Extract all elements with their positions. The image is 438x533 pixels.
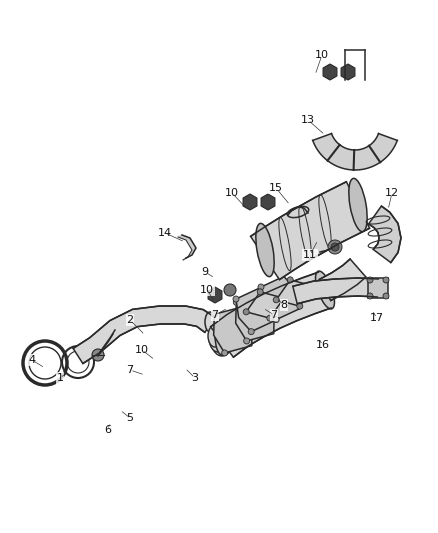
Polygon shape xyxy=(243,194,257,210)
Circle shape xyxy=(260,310,270,320)
Circle shape xyxy=(243,309,249,315)
Circle shape xyxy=(257,289,263,295)
Polygon shape xyxy=(261,194,275,210)
Circle shape xyxy=(267,315,273,321)
Text: 10: 10 xyxy=(135,345,149,355)
Text: 5: 5 xyxy=(127,413,134,423)
Polygon shape xyxy=(178,235,196,260)
Text: 10: 10 xyxy=(200,285,214,295)
Ellipse shape xyxy=(349,179,367,232)
Circle shape xyxy=(245,318,255,328)
Polygon shape xyxy=(73,306,215,364)
Circle shape xyxy=(287,277,293,283)
Circle shape xyxy=(248,329,254,335)
Polygon shape xyxy=(341,64,355,80)
Polygon shape xyxy=(208,287,222,303)
Polygon shape xyxy=(236,295,274,341)
Text: 15: 15 xyxy=(269,183,283,193)
Circle shape xyxy=(244,338,250,344)
Circle shape xyxy=(293,287,299,293)
Text: 17: 17 xyxy=(370,313,384,323)
Text: 9: 9 xyxy=(201,267,208,277)
Circle shape xyxy=(222,350,228,356)
Circle shape xyxy=(92,349,104,361)
Polygon shape xyxy=(261,277,299,320)
Circle shape xyxy=(249,322,255,328)
Polygon shape xyxy=(293,278,378,304)
Ellipse shape xyxy=(315,271,335,309)
Polygon shape xyxy=(236,288,274,332)
Circle shape xyxy=(328,240,342,254)
Circle shape xyxy=(331,243,339,251)
Text: 7: 7 xyxy=(212,310,219,320)
Polygon shape xyxy=(313,134,397,170)
Text: 16: 16 xyxy=(316,340,330,350)
Polygon shape xyxy=(246,292,284,318)
Bar xyxy=(368,278,388,298)
Circle shape xyxy=(268,300,274,305)
Circle shape xyxy=(211,311,217,317)
Circle shape xyxy=(271,310,277,316)
Polygon shape xyxy=(251,182,370,280)
Ellipse shape xyxy=(215,315,229,355)
Text: 8: 8 xyxy=(280,300,288,310)
Text: 10: 10 xyxy=(315,50,329,60)
Circle shape xyxy=(273,317,279,322)
Polygon shape xyxy=(319,259,366,301)
Text: 11: 11 xyxy=(303,250,317,260)
Circle shape xyxy=(273,297,279,303)
Ellipse shape xyxy=(209,324,227,352)
Circle shape xyxy=(311,283,317,289)
Circle shape xyxy=(281,295,287,301)
Circle shape xyxy=(367,277,373,283)
Text: 3: 3 xyxy=(191,373,198,383)
Polygon shape xyxy=(214,307,252,353)
Ellipse shape xyxy=(205,312,215,332)
Polygon shape xyxy=(276,280,314,306)
Circle shape xyxy=(383,293,389,299)
Ellipse shape xyxy=(208,325,222,347)
Circle shape xyxy=(297,303,303,309)
Circle shape xyxy=(233,300,239,305)
Polygon shape xyxy=(369,206,401,263)
Text: 12: 12 xyxy=(385,188,399,198)
Polygon shape xyxy=(211,272,331,357)
Circle shape xyxy=(258,284,264,290)
Circle shape xyxy=(367,293,373,299)
Text: 10: 10 xyxy=(225,188,239,198)
Circle shape xyxy=(233,296,239,302)
Text: 14: 14 xyxy=(158,228,172,238)
Text: 7: 7 xyxy=(127,365,134,375)
Text: 4: 4 xyxy=(28,355,35,365)
Ellipse shape xyxy=(211,324,233,356)
Circle shape xyxy=(224,284,236,296)
Text: 2: 2 xyxy=(127,315,134,325)
Text: 1: 1 xyxy=(57,373,64,383)
Text: 6: 6 xyxy=(105,425,112,435)
Ellipse shape xyxy=(256,223,274,277)
Text: 13: 13 xyxy=(301,115,315,125)
Polygon shape xyxy=(323,64,337,80)
Text: 7: 7 xyxy=(270,310,278,320)
Circle shape xyxy=(383,277,389,283)
